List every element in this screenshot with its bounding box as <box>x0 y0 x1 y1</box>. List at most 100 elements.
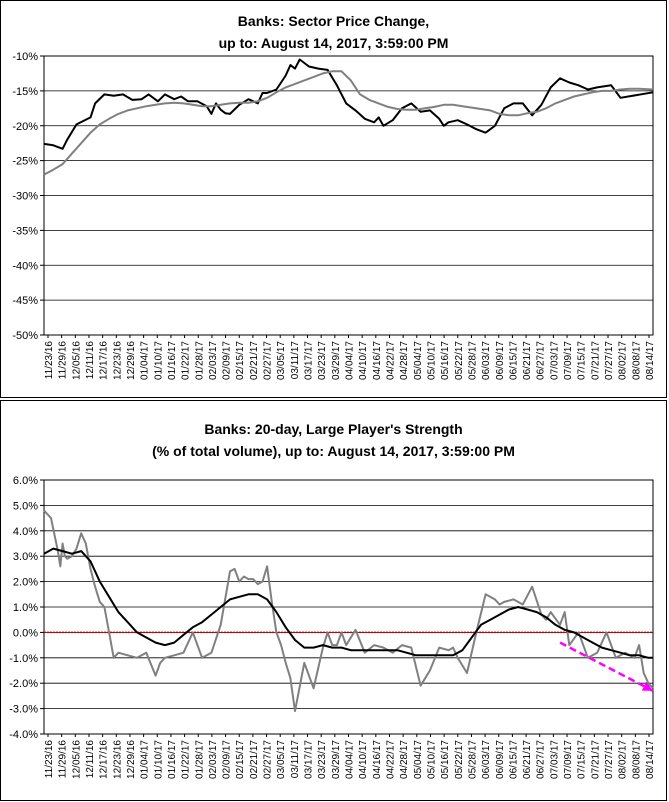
x-tick-label: 02/21/17 <box>249 740 260 779</box>
x-tick-label: 05/04/17 <box>413 341 424 380</box>
x-tick-label: 06/27/17 <box>536 740 547 779</box>
x-tick-label: 08/14/17 <box>645 740 656 779</box>
chart-title: Banks: Sector Price Change, <box>237 13 430 29</box>
y-tick-label: -2.0% <box>9 678 38 690</box>
y-tick-label: -40% <box>12 260 38 272</box>
x-tick-label: 03/05/17 <box>276 341 287 380</box>
x-tick-label: 04/28/17 <box>399 341 410 380</box>
x-tick-label: 05/22/17 <box>454 740 465 779</box>
y-tick-label: -3.0% <box>9 704 38 716</box>
x-tick-label: 12/17/16 <box>99 740 110 779</box>
x-tick-label: 06/03/17 <box>481 740 492 779</box>
x-tick-label: 12/23/16 <box>112 341 123 380</box>
x-tick-label: 01/22/17 <box>181 740 192 779</box>
x-tick-label: 11/29/16 <box>58 740 69 779</box>
y-tick-label: -35% <box>12 225 38 237</box>
x-tick-label: 02/03/17 <box>208 341 219 380</box>
x-tick-label: 04/10/17 <box>358 341 369 380</box>
x-tick-label: 12/05/16 <box>71 740 82 779</box>
x-tick-label: 05/28/17 <box>467 740 478 779</box>
y-tick-label: -45% <box>12 295 38 307</box>
x-tick-label: 06/09/17 <box>495 740 506 779</box>
x-tick-label: 08/02/17 <box>618 740 629 779</box>
x-tick-label: 01/28/17 <box>194 740 205 779</box>
y-tick-label: -30% <box>12 191 38 203</box>
y-tick-label: 5.0% <box>13 500 38 512</box>
y-tick-label: 0.0% <box>13 627 38 639</box>
x-tick-label: 06/15/17 <box>508 341 519 380</box>
series-line-black <box>43 58 654 150</box>
y-tick-label: 6.0% <box>13 475 38 487</box>
x-tick-label: 04/16/17 <box>372 740 383 779</box>
x-tick-label: 07/21/17 <box>590 341 601 380</box>
x-tick-label: 04/10/17 <box>358 740 369 779</box>
y-tick-label: 3.0% <box>13 551 38 563</box>
x-tick-label: 03/29/17 <box>331 740 342 779</box>
y-tick-label: -20% <box>12 121 38 133</box>
x-tick-label: 01/10/17 <box>153 740 164 779</box>
x-tick-label: 05/16/17 <box>440 341 451 380</box>
x-tick-label: 08/08/17 <box>631 341 642 380</box>
chart-subtitle: up to: August 14, 2017, 3:59:00 PM <box>218 35 449 51</box>
x-tick-label: 04/22/17 <box>385 341 396 380</box>
x-tick-label: 12/11/16 <box>85 341 96 380</box>
x-tick-label: 07/15/17 <box>577 740 588 779</box>
x-tick-label: 07/27/17 <box>604 740 615 779</box>
x-tick-label: 05/28/17 <box>467 341 478 380</box>
x-tick-label: 06/15/17 <box>508 740 519 779</box>
x-tick-label: 06/27/17 <box>536 341 547 380</box>
x-tick-label: 07/03/17 <box>549 740 560 779</box>
x-tick-label: 07/09/17 <box>563 341 574 380</box>
x-tick-label: 12/17/16 <box>99 341 110 380</box>
x-tick-label: 04/28/17 <box>399 740 410 779</box>
x-tick-label: 07/27/17 <box>604 341 615 380</box>
x-tick-label: 07/21/17 <box>590 740 601 779</box>
x-tick-label: 04/16/17 <box>372 341 383 380</box>
x-tick-label: 08/08/17 <box>631 740 642 779</box>
y-tick-label: -25% <box>12 156 38 168</box>
series-line-gray <box>43 70 654 176</box>
x-tick-label: 02/03/17 <box>208 740 219 779</box>
x-tick-label: 04/22/17 <box>385 740 396 779</box>
x-tick-label: 02/15/17 <box>235 341 246 380</box>
y-tick-label: 4.0% <box>13 526 38 538</box>
x-tick-label: 03/29/17 <box>331 341 342 380</box>
x-tick-label: 07/15/17 <box>577 341 588 380</box>
x-tick-label: 02/21/17 <box>249 341 260 380</box>
x-tick-label: 02/27/17 <box>263 341 274 380</box>
y-tick-label: -1.0% <box>9 653 38 665</box>
x-tick-label: 06/21/17 <box>522 341 533 380</box>
x-tick-label: 08/02/17 <box>618 341 629 380</box>
x-tick-label: 05/16/17 <box>440 740 451 779</box>
x-tick-label: 12/05/16 <box>71 341 82 380</box>
x-tick-label: 03/11/17 <box>290 341 301 380</box>
trend-arrow-head <box>641 681 653 691</box>
x-tick-label: 05/22/17 <box>454 341 465 380</box>
x-tick-label: 07/03/17 <box>549 341 560 380</box>
large-player-strength-chart: 6.0% 5.0% 4.0% 3.0% 2.0% 1.0% 0.0% -1.0% -2.0% -3… <box>9 475 656 779</box>
x-tick-label: 03/11/17 <box>290 740 301 779</box>
x-tick-label: 01/16/17 <box>167 740 178 779</box>
x-tick-label: 02/27/17 <box>263 740 274 779</box>
x-tick-label: 03/05/17 <box>276 740 287 779</box>
x-tick-label: 01/22/17 <box>181 341 192 380</box>
x-tick-label: 05/10/17 <box>426 740 437 779</box>
x-tick-label: 02/15/17 <box>235 740 246 779</box>
x-tick-label: 12/29/16 <box>126 341 137 380</box>
x-tick-label: 05/10/17 <box>426 341 437 380</box>
x-tick-label: 01/28/17 <box>194 341 205 380</box>
x-tick-label: 06/03/17 <box>481 341 492 380</box>
x-tick-label: 03/17/17 <box>304 341 315 380</box>
x-tick-label: 11/23/16 <box>44 740 55 779</box>
x-tick-label: 08/14/17 <box>645 341 656 380</box>
series-line-black <box>43 547 653 659</box>
x-tick-label: 12/23/16 <box>112 740 123 779</box>
x-tick-label: 01/04/17 <box>140 740 151 779</box>
y-tick-label: 1.0% <box>13 602 38 614</box>
x-tick-label: 06/09/17 <box>495 341 506 380</box>
large-player-strength-chart-panel: Banks: 20-day, Large Player's Strength (… <box>0 400 667 801</box>
x-tick-label: 01/16/17 <box>167 341 178 380</box>
x-tick-label: 01/04/17 <box>140 341 151 380</box>
chart-title: Banks: 20-day, Large Player's Strength <box>204 421 463 437</box>
